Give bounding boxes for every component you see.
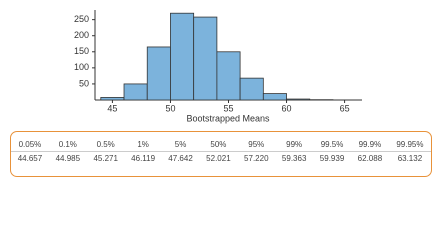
table-cell: 99% — [275, 138, 314, 152]
bar — [146, 46, 171, 101]
table-cell: 1% — [124, 138, 162, 152]
y-tick-label: 250 — [74, 14, 89, 24]
table-cell: 50% — [199, 138, 238, 152]
x-axis-label: Bootstrapped Means — [186, 113, 270, 123]
table-cell: 5% — [161, 138, 200, 152]
bar — [170, 12, 195, 101]
quantile-table: 0.05% 0.1% 0.5% 1% 5% 50% 95% 99% 99.5% 99.9% 99.9… — [10, 131, 432, 177]
table-cell: 0.1% — [48, 138, 87, 152]
x-tick-label: 60 — [282, 103, 292, 113]
table-cell: 63.132 — [397, 154, 423, 163]
table-cell: 44.657 — [17, 154, 43, 163]
table-cell: 95% — [237, 138, 276, 152]
table-row: 0.05% 0.1% 0.5% 1% 5% 50% 95% 99% 99.5% 99.9% 99.9… — [11, 138, 431, 152]
y-tick-label: 200 — [74, 30, 89, 40]
bar — [286, 98, 311, 101]
table-cell: 99.9% — [350, 138, 389, 152]
x-tick-label: 50 — [165, 103, 175, 113]
table-cell: 99.95% — [388, 138, 431, 152]
table-cell: 0.05% — [11, 138, 49, 152]
x-tick-label: 55 — [223, 103, 233, 113]
table-cell: 0.5% — [86, 138, 125, 152]
table-cell: 59.939 — [319, 154, 345, 163]
y-tick-label: 100 — [74, 62, 89, 72]
y-tick-label: 50 — [79, 78, 89, 88]
bar — [262, 93, 287, 101]
table-cell: 47.642 — [168, 154, 193, 163]
table-cell: 44.985 — [55, 154, 81, 163]
bar — [216, 51, 241, 101]
bar — [193, 16, 218, 101]
y-tick-label: 150 — [74, 46, 89, 56]
table-cell: 52.021 — [206, 154, 231, 163]
bar — [100, 97, 125, 101]
bar — [123, 83, 148, 101]
table-row: 44.657 44.985 45.271 46.119 47.642 52.021 57.2… — [11, 152, 431, 166]
table-cell: 57.220 — [244, 154, 269, 163]
table-cell: 62.088 — [357, 154, 383, 163]
table: 0.05% 0.1% 0.5% 1% 5% 50% 95% 99% 99.5% 99.9% 99.9… — [11, 138, 431, 165]
x-tick-label: 65 — [340, 103, 350, 113]
chart: Bootstrapped Means 50 100 150 200 250 45 50 55 6… — [74, 10, 362, 123]
bar — [239, 77, 264, 101]
table-cell: 99.5% — [313, 138, 351, 152]
table-cell: 45.271 — [93, 154, 118, 163]
table-cell: 59.363 — [281, 154, 307, 163]
x-tick-label: 45 — [107, 103, 117, 113]
page: {"chart_data": {"type": "histogram", "x_… — [10, 10, 432, 177]
table-cell: 46.119 — [131, 154, 156, 163]
